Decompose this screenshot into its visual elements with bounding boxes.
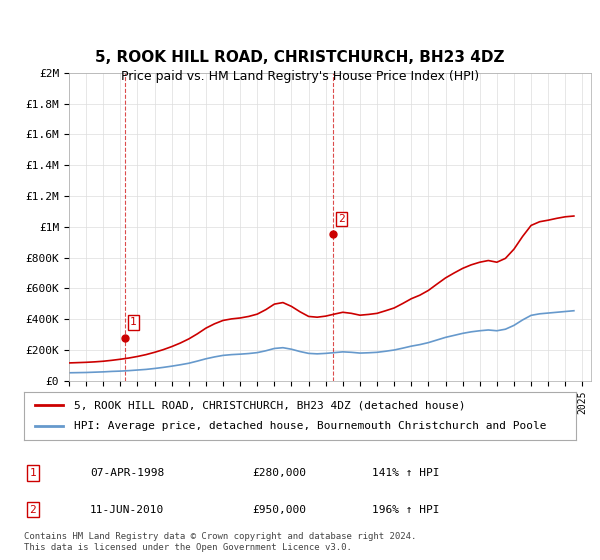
- Text: 5, ROOK HILL ROAD, CHRISTCHURCH, BH23 4DZ: 5, ROOK HILL ROAD, CHRISTCHURCH, BH23 4D…: [95, 50, 505, 66]
- Text: 1: 1: [29, 468, 37, 478]
- Text: 07-APR-1998: 07-APR-1998: [90, 468, 164, 478]
- Text: HPI: Average price, detached house, Bournemouth Christchurch and Poole: HPI: Average price, detached house, Bour…: [74, 421, 546, 431]
- Text: 11-JUN-2010: 11-JUN-2010: [90, 505, 164, 515]
- Text: 2: 2: [29, 505, 37, 515]
- Text: £950,000: £950,000: [252, 505, 306, 515]
- Text: Price paid vs. HM Land Registry's House Price Index (HPI): Price paid vs. HM Land Registry's House …: [121, 70, 479, 83]
- Text: 141% ↑ HPI: 141% ↑ HPI: [372, 468, 439, 478]
- Text: 5, ROOK HILL ROAD, CHRISTCHURCH, BH23 4DZ (detached house): 5, ROOK HILL ROAD, CHRISTCHURCH, BH23 4D…: [74, 400, 465, 410]
- Text: 196% ↑ HPI: 196% ↑ HPI: [372, 505, 439, 515]
- Text: £280,000: £280,000: [252, 468, 306, 478]
- Text: 1: 1: [130, 318, 137, 328]
- Text: 2: 2: [338, 214, 345, 224]
- Text: Contains HM Land Registry data © Crown copyright and database right 2024.
This d: Contains HM Land Registry data © Crown c…: [24, 532, 416, 552]
